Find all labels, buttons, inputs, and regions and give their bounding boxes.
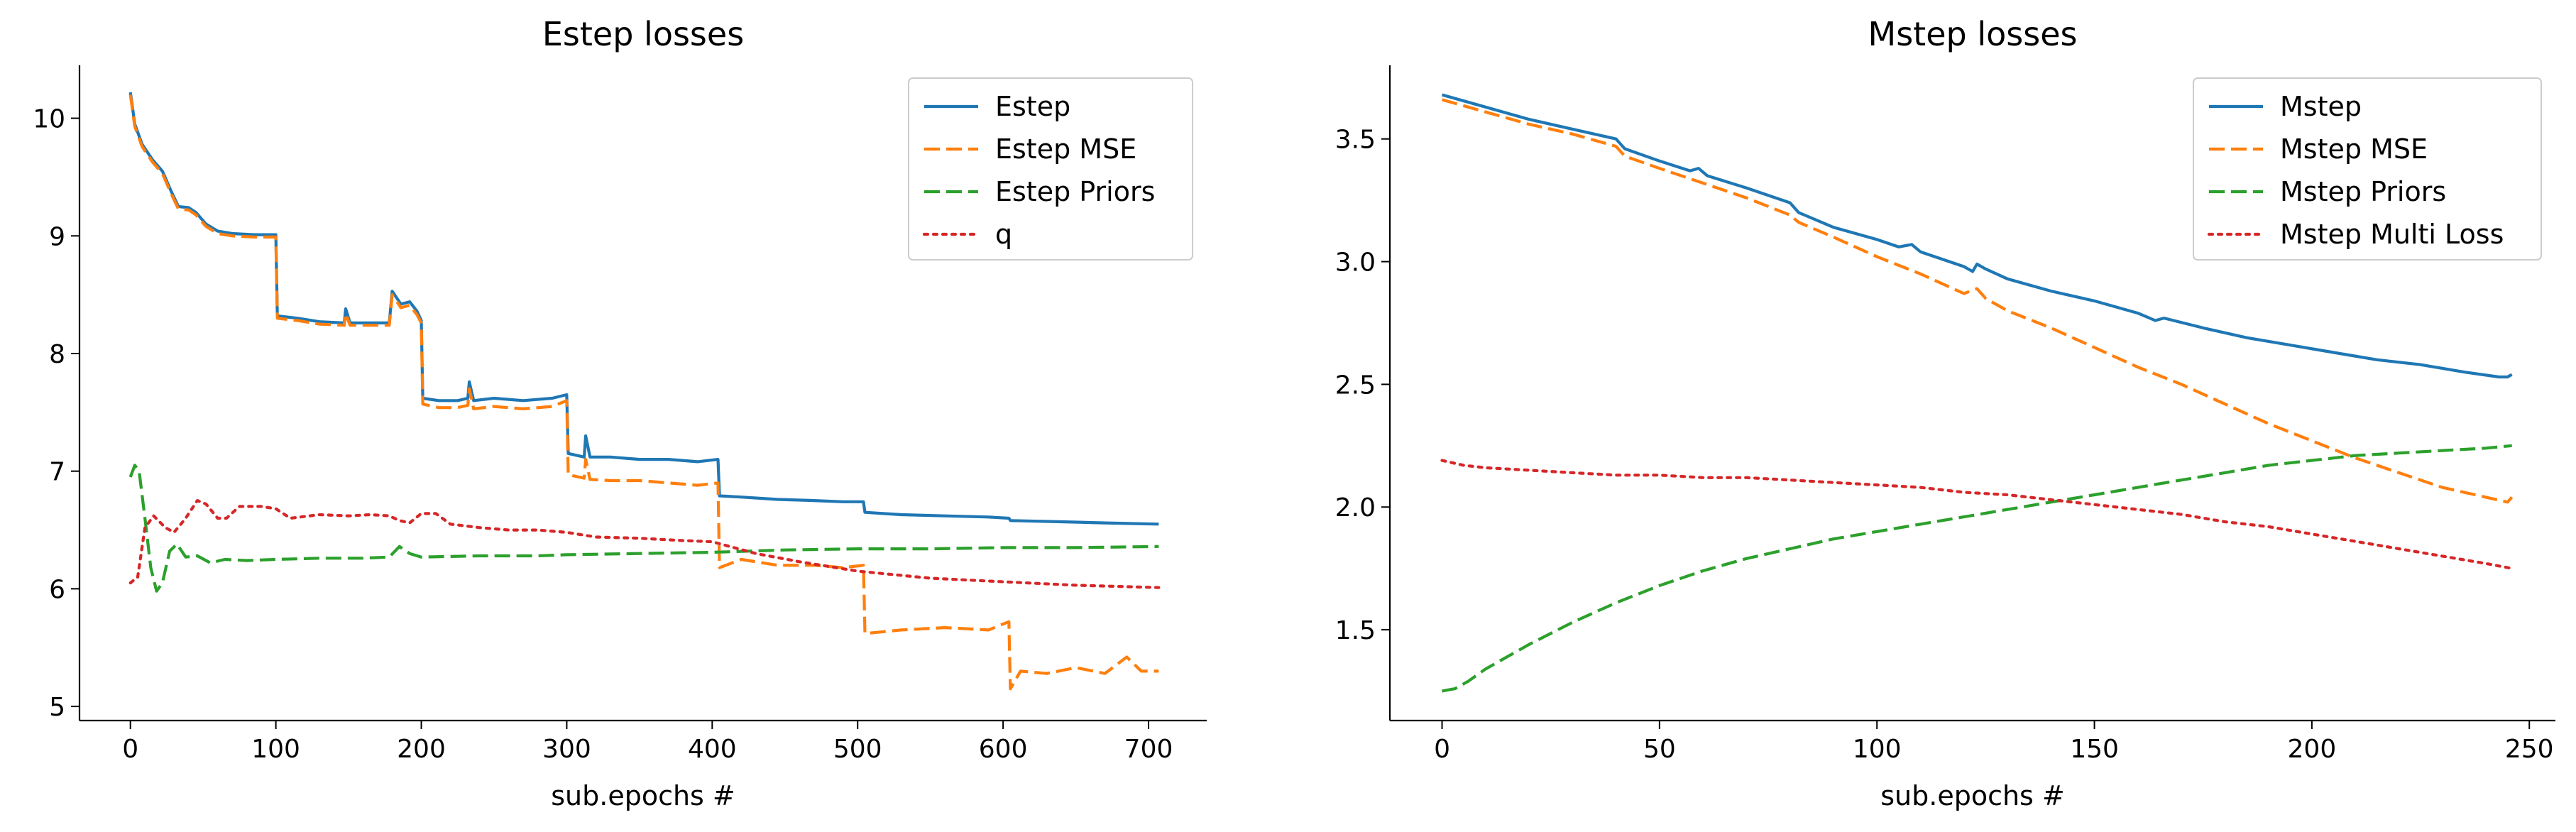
chart-0-legend: Estep Estep MSE Estep Priors q (908, 77, 1193, 261)
chart-0-x-tick-label: 300 (542, 735, 591, 764)
chart-0-y-tick-label: 9 (49, 222, 65, 251)
chart-0-x-tick-label: 700 (1124, 735, 1173, 764)
chart-1-x-tick-label: 250 (2505, 735, 2554, 764)
chart-0-title: Estep losses (542, 15, 744, 53)
chart-0-x-tick-label: 600 (979, 735, 1028, 764)
chart-1-x-tick-label: 100 (1853, 735, 1902, 764)
estep-losses-chart: Estep losses 0 100 200 300 400 500 600 700 5 6 7 8 9 1… (33, 15, 1207, 811)
chart-0-y-tick-label: 6 (49, 575, 65, 604)
chart-1-series-mstep-line (1441, 93, 2513, 379)
chart-1-legend-frame (2193, 77, 2542, 261)
chart-0-legend-label-q: q (995, 219, 1012, 250)
chart-0-legend-label-estep-priors: Estep Priors (995, 176, 1155, 207)
chart-1-legend-label-mstep-priors: Mstep Priors (2280, 176, 2446, 207)
chart-0-y-tick-label: 8 (49, 340, 65, 369)
chart-0-legend-label-estep-mse: Estep MSE (995, 133, 1136, 165)
chart-0-x-tick-label: 400 (688, 735, 737, 764)
chart-0-y-tick-label: 10 (33, 105, 65, 134)
chart-1-legend: Mstep Mstep MSE Mstep Priors Mstep Multi Lo… (2193, 77, 2542, 261)
chart-1-y-tick-label: 2.5 (1335, 371, 1376, 400)
chart-1-y-tick-label: 1.5 (1335, 616, 1376, 645)
chart-1-x-axis-label: sub.epochs # (1880, 780, 2065, 811)
chart-1-legend-label-mstep: Mstep (2280, 91, 2362, 122)
chart-0-y-tick-label: 7 (49, 458, 65, 487)
chart-1-series-mstep-multi-loss-line (1440, 459, 2514, 570)
chart-1-y-tick-label: 3.0 (1335, 248, 1376, 278)
chart-1-legend-label-mstep-multi-loss: Mstep Multi Loss (2280, 219, 2504, 250)
chart-0-x-tick-label: 100 (251, 735, 300, 764)
chart-0-x-axis-label: sub.epochs # (551, 780, 735, 811)
chart-0-y-tick-label: 5 (49, 693, 65, 722)
chart-0-series-estep-line (128, 92, 1159, 526)
chart-1-x-tick-label: 0 (1434, 735, 1450, 764)
chart-1-legend-label-mstep-mse: Mstep MSE (2280, 133, 2428, 165)
chart-0-series-estep-priors-line (128, 464, 1159, 593)
chart-1-x-tick-label: 50 (1643, 735, 1676, 764)
chart-0-x-tick-label: 500 (833, 735, 882, 764)
chart-0-x-tick-label: 200 (397, 735, 446, 764)
chart-0-legend-label-estep: Estep (995, 91, 1070, 122)
chart-1-title: Mstep losses (1868, 15, 2078, 53)
chart-1-x-tick-label: 200 (2288, 735, 2337, 764)
chart-1-y-tick-label: 2.0 (1335, 493, 1376, 522)
mstep-losses-chart: Mstep losses 0 50 100 150 200 250 1.5 2.0 2.5 3.0 3… (1335, 15, 2555, 811)
chart-1-series-mstep-priors-line (1442, 444, 2512, 693)
chart-0-legend-frame (908, 77, 1193, 261)
chart-0-x-tick-label: 0 (122, 735, 138, 764)
chart-0-series-estep-mse-line (128, 94, 1159, 691)
chart-1-x-tick-label: 150 (2070, 735, 2119, 764)
chart-1-series-mstep-mse-line (1441, 98, 2514, 504)
chart-1-y-tick-label: 3.5 (1335, 126, 1376, 155)
